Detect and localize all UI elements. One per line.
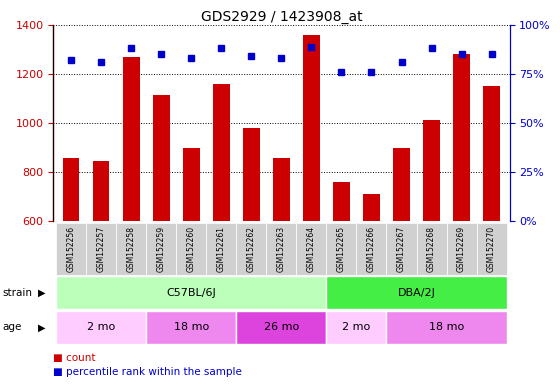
Bar [393,148,410,221]
Bar [357,223,386,275]
Bar [386,311,507,344]
Bar [153,95,170,221]
Text: GSM152269: GSM152269 [457,225,466,272]
Bar [483,86,500,221]
Bar [56,311,146,344]
Text: GSM152268: GSM152268 [427,226,436,271]
Text: GSM152270: GSM152270 [487,225,496,272]
Text: 2 mo: 2 mo [87,322,115,333]
Bar [63,158,80,221]
Text: GSM152266: GSM152266 [367,225,376,272]
Text: GSM152263: GSM152263 [277,225,286,272]
Text: GSM152262: GSM152262 [247,226,256,271]
Bar [446,223,477,275]
Text: ■ count: ■ count [53,353,96,363]
Bar [236,311,326,344]
Bar [333,182,349,221]
Bar [423,121,440,221]
Bar [386,223,417,275]
Text: 18 mo: 18 mo [174,322,209,333]
Bar [56,276,326,309]
Text: ▶: ▶ [39,288,46,298]
Bar [146,311,236,344]
Bar [213,84,230,221]
Bar [243,128,260,221]
Bar [146,223,176,275]
Text: age: age [3,322,22,333]
Bar [236,223,267,275]
Text: GSM152267: GSM152267 [397,225,406,272]
Bar [453,55,470,221]
Text: C57BL/6J: C57BL/6J [166,288,216,298]
Bar [326,311,386,344]
Bar [303,35,320,221]
Bar [93,161,110,221]
Text: DBA/2J: DBA/2J [398,288,436,298]
Text: ▶: ▶ [39,322,46,333]
Bar [326,223,357,275]
Bar [206,223,236,275]
Text: 26 mo: 26 mo [264,322,299,333]
Bar [56,223,86,275]
Text: GSM152261: GSM152261 [217,226,226,271]
Bar [477,223,507,275]
Text: GSM152265: GSM152265 [337,225,346,272]
Bar [326,276,507,309]
Bar [363,194,380,221]
Text: ■ percentile rank within the sample: ■ percentile rank within the sample [53,367,242,377]
Bar [296,223,326,275]
Bar [123,57,139,221]
Text: GSM152258: GSM152258 [127,226,136,271]
Text: strain: strain [3,288,33,298]
Text: 2 mo: 2 mo [342,322,371,333]
Bar [417,223,446,275]
Text: GSM152256: GSM152256 [67,225,76,272]
Text: GSM152260: GSM152260 [187,225,196,272]
Text: GSM152264: GSM152264 [307,225,316,272]
Bar [267,223,296,275]
Bar [116,223,146,275]
Text: 18 mo: 18 mo [429,322,464,333]
Text: GSM152257: GSM152257 [97,225,106,272]
Bar [176,223,206,275]
Title: GDS2929 / 1423908_at: GDS2929 / 1423908_at [200,10,362,24]
Bar [273,158,290,221]
Text: GSM152259: GSM152259 [157,225,166,272]
Bar [183,148,199,221]
Bar [86,223,116,275]
